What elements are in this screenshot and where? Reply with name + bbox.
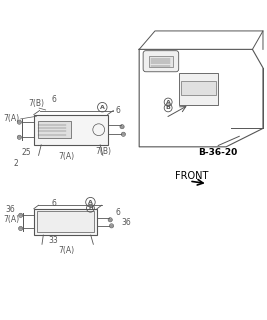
Text: 36: 36 [5, 205, 15, 214]
Text: B: B [166, 105, 171, 110]
FancyBboxPatch shape [34, 209, 97, 235]
Text: 36: 36 [121, 218, 131, 227]
FancyBboxPatch shape [34, 115, 108, 145]
FancyBboxPatch shape [37, 121, 71, 138]
FancyBboxPatch shape [181, 81, 215, 95]
Circle shape [120, 124, 124, 129]
Text: 7(A): 7(A) [59, 246, 75, 255]
Circle shape [17, 120, 21, 124]
Text: B-36-20: B-36-20 [199, 148, 238, 157]
FancyBboxPatch shape [179, 73, 218, 105]
Text: H: H [88, 206, 93, 211]
Text: 7(A): 7(A) [3, 215, 19, 224]
FancyBboxPatch shape [37, 212, 94, 232]
Text: 25: 25 [21, 148, 31, 157]
Text: 33: 33 [49, 236, 58, 245]
FancyBboxPatch shape [143, 51, 179, 72]
Text: 7(B): 7(B) [96, 147, 112, 156]
Circle shape [17, 135, 21, 140]
Text: FRONT: FRONT [175, 171, 209, 181]
Text: 7(A): 7(A) [59, 152, 75, 161]
Text: A: A [166, 100, 171, 105]
Circle shape [18, 213, 23, 217]
Circle shape [108, 218, 112, 222]
FancyBboxPatch shape [149, 56, 173, 67]
Circle shape [121, 132, 125, 136]
Circle shape [109, 224, 114, 228]
Text: A: A [100, 105, 105, 110]
Text: 6: 6 [116, 106, 120, 115]
Text: 7(A): 7(A) [3, 115, 19, 124]
Text: A: A [88, 200, 93, 205]
Text: 6: 6 [51, 199, 56, 208]
Text: 7(B): 7(B) [29, 99, 44, 108]
Text: 2: 2 [13, 159, 18, 168]
Circle shape [18, 226, 23, 231]
Text: 6: 6 [51, 95, 56, 104]
Text: 6: 6 [116, 208, 120, 217]
